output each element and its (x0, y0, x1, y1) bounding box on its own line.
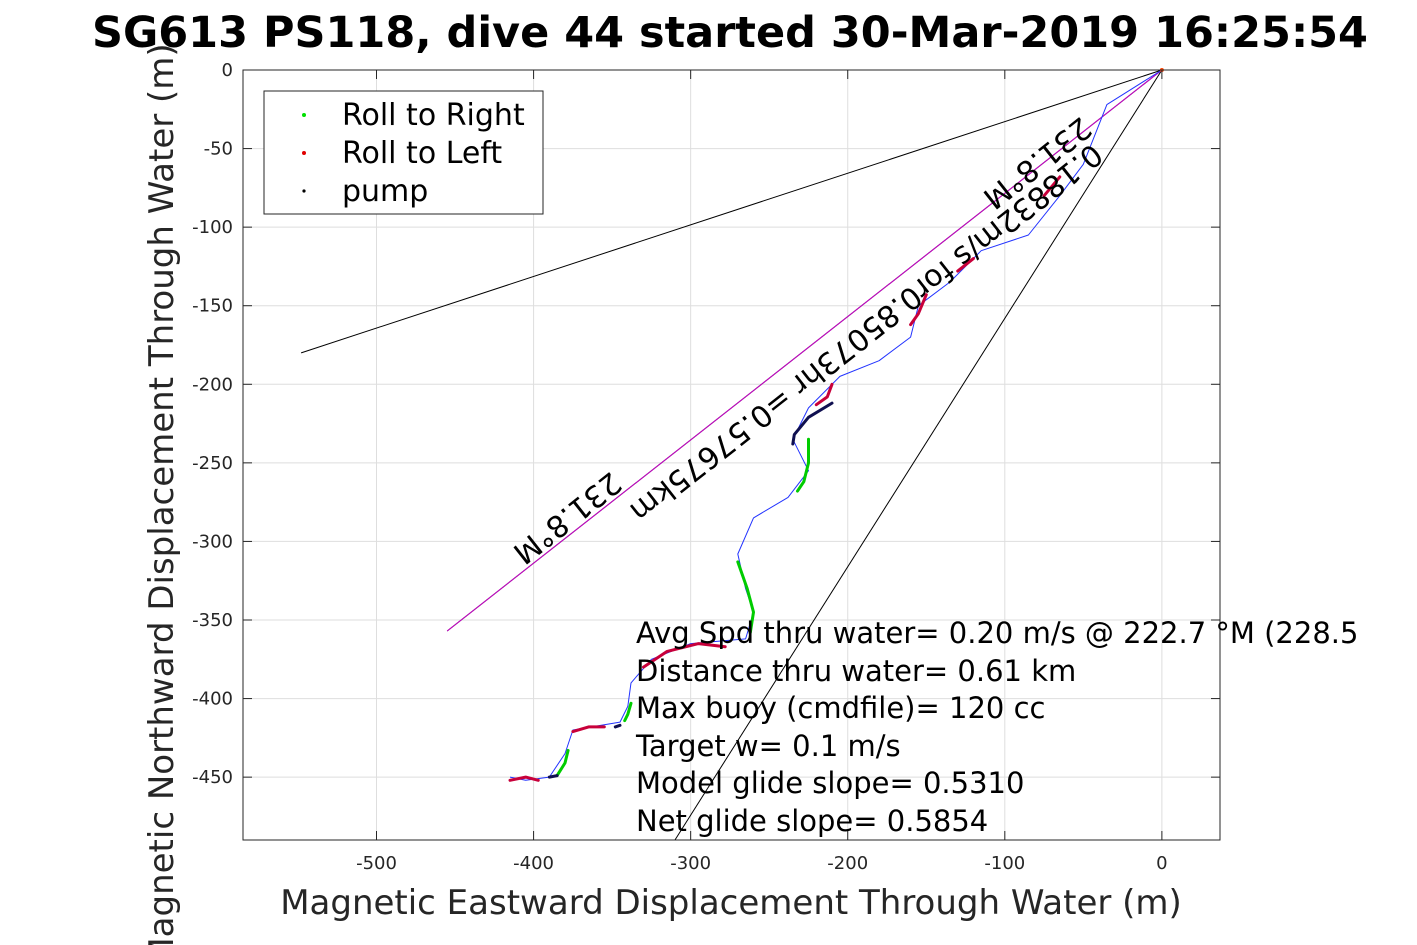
roll-right-segment (623, 701, 633, 723)
y-tick-label: -50 (204, 139, 233, 160)
y-tick-label: -150 (192, 296, 233, 317)
pump-segment (547, 774, 559, 779)
legend: Roll to Right Roll to Left pump (263, 90, 544, 215)
chart-title: SG613 PS118, dive 44 started 30-Mar-2019… (92, 8, 1368, 58)
stat-avg-speed: Avg Spd thru water= 0.20 m/s @ 222.7 °M … (636, 616, 1358, 650)
x-tick-label: 0 (1156, 853, 1167, 874)
dive-stats: Avg Spd thru water= 0.20 m/s @ 222.7 °M … (635, 616, 1358, 838)
y-tick-label: -400 (192, 689, 233, 710)
stat-max-buoy: Max buoy (cmdfile)= 120 cc (636, 691, 1045, 725)
pump-segment (613, 723, 622, 729)
reference-line (446, 69, 1163, 632)
roll-right-segment (796, 437, 810, 493)
reference-line (674, 69, 1163, 841)
x-axis-label: Magnetic Eastward Displacement Through W… (280, 883, 1182, 923)
legend-label-pump: pump (342, 174, 428, 209)
plot-frame (242, 69, 1221, 841)
y-axis-label: Magnetic Northward Displacement Through … (142, 43, 182, 945)
y-tick-label: -300 (192, 531, 233, 552)
y-tick-label: -250 (192, 453, 233, 474)
roll-left-segment (1042, 175, 1062, 198)
roll-left-segment (909, 293, 928, 327)
axis-ticks: -500 -400 -300 -200 -100 0 0 -50 -100 -150 -200 -25… (192, 60, 1220, 874)
y-tick-label: -450 (192, 767, 233, 788)
y-tick-label: -200 (192, 374, 233, 395)
roll-right-segment (555, 748, 570, 778)
y-tick-label: 0 (222, 60, 233, 81)
legend-box (263, 90, 544, 215)
legend-label-roll-right: Roll to Right (342, 98, 525, 133)
reference-lines (300, 69, 1163, 841)
stat-distance: Distance thru water= 0.61 km (636, 654, 1076, 688)
roll-left-segment (508, 775, 540, 782)
roll-left-segment (642, 642, 727, 669)
x-tick-label: -300 (670, 853, 711, 874)
roll-segments (508, 175, 1062, 782)
track-line (509, 69, 1163, 781)
legend-marker-pump (302, 189, 306, 193)
pump-segment (791, 401, 834, 446)
y-tick-label: -100 (192, 217, 233, 238)
x-tick-label: -200 (827, 853, 868, 874)
stat-target-w: Target w= 0.1 m/s (635, 729, 901, 763)
y-tick-label: -350 (192, 610, 233, 631)
legend-label-roll-left: Roll to Left (342, 136, 502, 171)
roll-left-segment (571, 725, 606, 734)
stat-net-glide: Net glide slope= 0.5854 (636, 804, 988, 838)
x-tick-label: -100 (984, 853, 1025, 874)
stat-model-glide: Model glide slope= 0.5310 (636, 766, 1024, 800)
roll-right-segment (736, 560, 755, 635)
reference-line (300, 69, 1163, 354)
x-tick-label: -500 (356, 853, 397, 874)
legend-marker-roll-right (302, 113, 306, 117)
roll-left-segment (956, 257, 975, 273)
dive-track (509, 69, 1163, 781)
legend-marker-roll-left (302, 151, 306, 155)
x-tick-label: -400 (513, 853, 554, 874)
roll-left-segment (814, 382, 834, 407)
